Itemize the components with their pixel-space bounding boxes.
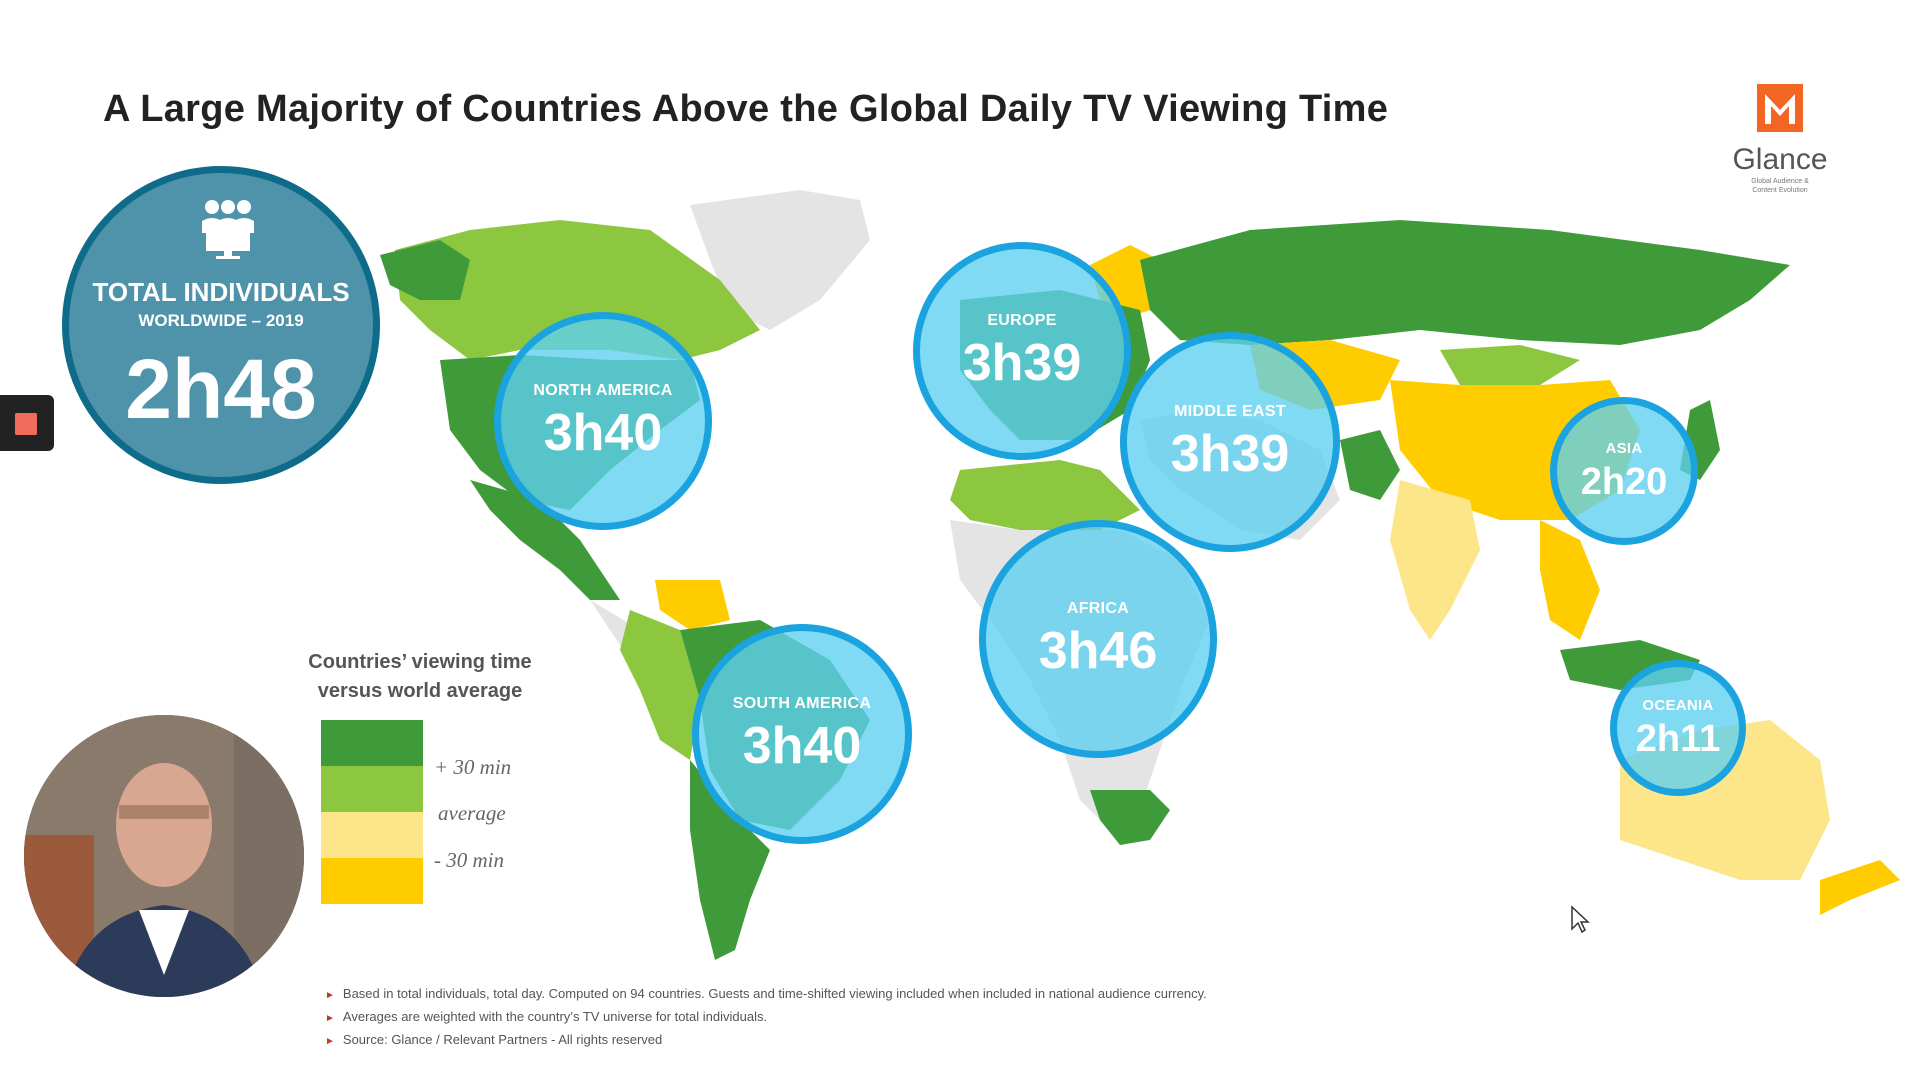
alaska — [380, 240, 470, 300]
legend — [321, 720, 423, 904]
total-label: TOTAL INDIVIDUALS — [92, 277, 350, 307]
total-value: 2h48 — [125, 342, 317, 436]
canada — [395, 220, 760, 360]
region-bubble-middle-east: MIDDLE EAST 3h39 — [1120, 332, 1340, 552]
india — [1390, 480, 1480, 640]
new-zealand — [1820, 860, 1900, 915]
colombia-peru — [620, 610, 700, 760]
footnote-text: Averages are weighted with the country’s… — [342, 1009, 768, 1024]
region-bubble-oceania: OCEANIA 2h11 — [1610, 660, 1746, 796]
total-individuals-bubble: TOTAL INDIVIDUALS WORLDWIDE – 2019 2h48 — [62, 166, 380, 484]
footnote: ► Source: Glance / Relevant Partners - Al… — [325, 1032, 1207, 1047]
legend-title: Countries’ viewing time versus world ave… — [308, 651, 532, 702]
region-name: OCEANIA — [1642, 696, 1714, 714]
region-name: MIDDLE EAST — [1174, 402, 1286, 420]
footnote-text: Based in total individuals, total day. C… — [342, 986, 1207, 1001]
footnote-text: Source: Glance / Relevant Partners - All… — [342, 1032, 663, 1047]
mongolia — [1440, 345, 1580, 385]
bullet-arrow-icon: ► — [325, 1013, 335, 1024]
logo-tagline-2: Content Evolution — [1752, 187, 1808, 194]
argentina-chile — [690, 760, 770, 960]
venezuela — [655, 580, 730, 630]
region-value: 2h20 — [1580, 460, 1668, 503]
pakistan — [1340, 430, 1400, 500]
mouse-cursor-icon — [1571, 905, 1590, 934]
legend-label-minus: - 30 min — [434, 848, 504, 872]
region-name: EUROPE — [987, 311, 1057, 329]
legend-swatch-below-light — [321, 812, 423, 858]
bullet-arrow-icon: ► — [325, 990, 335, 1001]
region-bubble-north-america: NORTH AMERICA 3h40 — [494, 312, 712, 530]
region-value: 3h40 — [742, 716, 862, 775]
russia — [1140, 220, 1790, 345]
legend-swatch-below — [321, 858, 423, 904]
south-africa — [1090, 790, 1170, 845]
region-bubble-south-america: SOUTH AMERICA 3h40 — [692, 624, 912, 844]
region-value: 3h39 — [962, 333, 1082, 392]
presenter-video — [24, 715, 304, 997]
mexico — [470, 480, 620, 600]
bullet-arrow-icon: ► — [325, 1036, 335, 1047]
region-name: NORTH AMERICA — [533, 381, 673, 399]
region-value: 3h40 — [543, 403, 663, 462]
footnote: ► Averages are weighted with the country’… — [325, 1009, 1207, 1024]
region-value: 3h46 — [1038, 621, 1158, 680]
stop-icon — [15, 413, 37, 435]
legend-label-average: average — [438, 801, 506, 825]
north-africa — [950, 460, 1140, 530]
logo-name: Glance — [1732, 143, 1828, 176]
footnote: ► Based in total individuals, total day. … — [325, 986, 1207, 1001]
presenter-webcam — [24, 715, 304, 997]
legend-label-plus: + 30 min — [434, 755, 512, 779]
region-bubble-africa: AFRICA 3h46 — [979, 520, 1217, 758]
total-sublabel: WORLDWIDE – 2019 — [138, 311, 304, 330]
glance-m-icon — [1757, 84, 1803, 132]
footnotes: ► Based in total individuals, total day. … — [325, 986, 1207, 1055]
logo-tagline-1: Global Audience & — [1751, 178, 1809, 185]
region-bubble-asia: ASIA 2h20 — [1550, 397, 1698, 545]
greenland — [690, 190, 870, 330]
region-name: SOUTH AMERICA — [732, 694, 872, 712]
record-stop-button[interactable] — [0, 395, 54, 451]
region-value: 2h11 — [1635, 717, 1721, 760]
region-bubble-europe: EUROPE 3h39 — [913, 242, 1131, 460]
region-name: ASIA — [1605, 439, 1643, 457]
slide-title: A Large Majority of Countries Above the … — [103, 88, 1389, 130]
glance-logo: Glance Global Audience & Content Evoluti… — [1720, 80, 1840, 195]
legend-swatch-above — [321, 720, 423, 766]
audience-icon — [202, 200, 254, 259]
region-value: 3h39 — [1170, 424, 1290, 483]
legend-swatch-average — [321, 766, 423, 812]
southeast-asia — [1540, 520, 1600, 640]
region-name: AFRICA — [1066, 599, 1130, 617]
